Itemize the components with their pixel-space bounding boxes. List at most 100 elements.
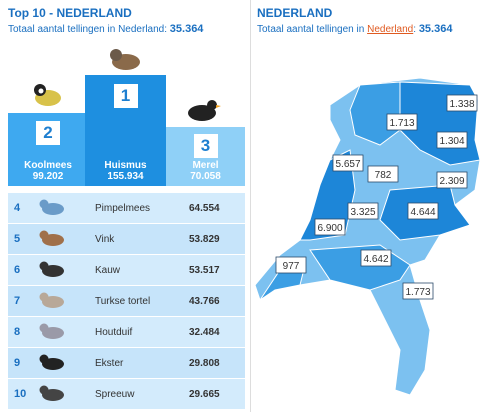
ranking-row: 10 Spreeuw 29.665	[8, 379, 245, 409]
podium-count: 99.202	[32, 171, 64, 182]
region-label: 1.773	[402, 282, 434, 300]
region-count: 2.309	[439, 176, 464, 187]
region-label: 2.309	[436, 171, 468, 189]
bird-icon	[39, 261, 64, 277]
region-count: 1.773	[405, 287, 430, 298]
podium-count: 155.934	[107, 171, 144, 182]
region-label: 1.338	[446, 94, 478, 112]
region-label: 5.657	[332, 154, 364, 172]
label-box	[436, 171, 468, 189]
bird-head	[39, 323, 49, 333]
label-box	[275, 256, 307, 274]
label-box	[436, 131, 468, 149]
rank: 6	[14, 264, 21, 276]
podium-rank: 2	[36, 121, 60, 145]
podium-1: 1 Huismus 155.934	[85, 75, 166, 186]
bird-name: Pimpelmees	[95, 203, 151, 214]
subtitle-text: Totaal aantal tellingen in	[257, 24, 365, 35]
podium-2: 2 Koolmees 99.202	[8, 113, 88, 186]
region-label: 1.304	[436, 131, 468, 149]
region-label: 6.900	[314, 218, 346, 236]
bird-name: Kauw	[95, 265, 121, 276]
region-count: 1.713	[389, 118, 414, 129]
bird-head	[39, 385, 49, 395]
colon: :	[413, 24, 417, 35]
right-subtitle: Totaal aantal tellingen in Nederland: 35…	[257, 23, 452, 35]
bird-name: Turkse tortel	[95, 296, 151, 307]
bird-name: Ekster	[95, 358, 124, 369]
rank: 4	[14, 202, 21, 214]
rank: 5	[14, 233, 21, 245]
label-box	[446, 94, 478, 112]
bird-count: 64.554	[189, 203, 220, 214]
region-label: 3.325	[347, 202, 379, 220]
ranking-row: 6 Kauw 53.517	[8, 255, 245, 285]
label-box	[386, 113, 418, 131]
region-count: 1.304	[439, 136, 464, 147]
region-count: 1.338	[449, 99, 474, 110]
bird-merel	[188, 100, 221, 121]
left-subtitle: Totaal aantal tellingen in Nederland: 35…	[8, 23, 203, 35]
region-zeeland	[259, 264, 306, 301]
bird-head	[39, 261, 49, 271]
region-label: 1.713	[386, 113, 418, 131]
bird-count: 29.808	[189, 358, 220, 369]
bird-head	[39, 354, 49, 364]
bird-icon	[39, 292, 64, 308]
label-box	[402, 282, 434, 300]
rank: 9	[14, 357, 21, 369]
podium-rank: 3	[193, 134, 218, 158]
bird-icon	[39, 385, 64, 401]
ranking-row: 9 Ekster 29.808	[8, 348, 245, 378]
bird-huismus	[110, 49, 140, 70]
bird-head	[39, 292, 49, 302]
region-count: 6.900	[317, 223, 342, 234]
bird-icon	[39, 323, 64, 339]
podium-name: Huismus	[104, 160, 147, 171]
ranking-row: 8 Houtduif 32.484	[8, 317, 245, 347]
divider	[250, 0, 251, 412]
region-count: 4.642	[363, 254, 388, 265]
rank: 10	[14, 388, 27, 400]
region-label: 782	[367, 165, 399, 183]
map: 1.338 1.713 1.304 5.657 782 2.309 3.325 4.644 6.…	[254, 77, 481, 396]
bird-name: Vink	[95, 234, 115, 245]
ranking-row: 4 Pimpelmees 64.554	[8, 193, 245, 223]
region-count: 3.325	[350, 207, 375, 218]
podium-count: 70.058	[190, 171, 221, 182]
bird-icon	[39, 354, 64, 370]
country-link[interactable]: Nederland	[367, 24, 414, 35]
total: 35.364	[169, 23, 204, 35]
subtitle-text: Totaal aantal tellingen in Nederland:	[8, 24, 167, 35]
rank: 8	[14, 326, 21, 338]
bird-count: 32.484	[189, 327, 220, 338]
bird-head	[39, 199, 49, 209]
label-box	[367, 165, 399, 183]
podium-birds	[34, 49, 221, 121]
region-count: 977	[283, 261, 300, 272]
right-title: NEDERLAND	[257, 6, 333, 20]
region-friesland	[349, 81, 401, 146]
region-label: 4.644	[407, 202, 439, 220]
label-box	[314, 218, 346, 236]
bird-name: Houtduif	[95, 327, 133, 338]
bird-head	[39, 230, 49, 240]
ranking-row: 5 Vink 53.829	[8, 224, 245, 254]
label-box	[407, 202, 439, 220]
label-box	[360, 249, 392, 267]
region-label: 977	[275, 256, 307, 274]
bird-count: 43.766	[189, 296, 220, 307]
bird-icon	[39, 230, 64, 246]
region-label: 4.642	[360, 249, 392, 267]
bird-name: Spreeuw	[95, 389, 135, 400]
podium-name: Merel	[192, 160, 219, 171]
total: 35.364	[418, 23, 453, 35]
rank: 7	[14, 295, 21, 307]
bird-koolmees	[34, 84, 61, 106]
bird-count: 53.517	[189, 265, 220, 276]
region-count: 5.657	[335, 159, 360, 170]
label-box	[332, 154, 364, 172]
podium-name: Koolmees	[24, 160, 72, 171]
